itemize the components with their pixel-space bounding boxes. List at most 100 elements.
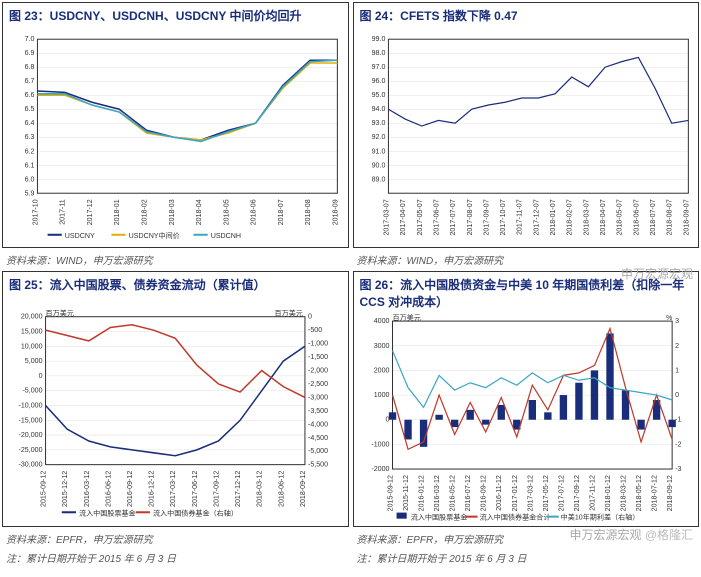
svg-text:96.0: 96.0 <box>371 77 385 85</box>
svg-text:5.9: 5.9 <box>25 189 35 197</box>
svg-text:6.5: 6.5 <box>25 105 35 113</box>
row2-footnotes: 资料来源：EPFR，申万宏源研究 注：累计日期开始于 2015 年 6 月 3 … <box>0 529 701 567</box>
svg-text:2017-12-07: 2017-12-07 <box>532 199 540 235</box>
source-25: 资料来源：EPFR，申万宏源研究 <box>0 529 351 548</box>
svg-text:2016-03-12: 2016-03-12 <box>83 471 91 507</box>
svg-text:2018-05-07: 2018-05-07 <box>615 199 623 235</box>
panel-24: 图 24：CFETS 指数下降 0.47 89.090.091.092.093.… <box>353 2 700 248</box>
svg-text:2016-09-12: 2016-09-12 <box>479 475 487 511</box>
svg-text:-25,000: -25,000 <box>19 446 43 454</box>
svg-text:2016-07-12: 2016-07-12 <box>464 475 472 511</box>
svg-text:2017-12: 2017-12 <box>86 199 94 225</box>
svg-text:1: 1 <box>675 367 679 375</box>
svg-text:USDCNY中间价: USDCNY中间价 <box>129 231 180 240</box>
svg-text:2017-03-12: 2017-03-12 <box>526 475 534 511</box>
svg-text:-30,000: -30,000 <box>19 461 43 469</box>
svg-text:2017-06-07: 2017-06-07 <box>432 199 440 235</box>
svg-text:2018-01-07: 2018-01-07 <box>549 199 557 235</box>
svg-text:百万美元: 百万美元 <box>46 309 74 318</box>
panel-26: 图 26：流入中国股债资金与中美 10 年期国债利差（扣除一年 CCS 对冲成本… <box>353 271 700 527</box>
svg-text:2018-03-12: 2018-03-12 <box>256 471 264 507</box>
svg-text:89.0: 89.0 <box>371 175 385 183</box>
svg-text:-3,000: -3,000 <box>308 393 328 401</box>
svg-text:2017-12-12: 2017-12-12 <box>234 471 242 507</box>
svg-text:6.2: 6.2 <box>25 147 35 155</box>
svg-text:2017-11-12: 2017-11-12 <box>588 475 596 511</box>
svg-text:流入中国股票基金: 流入中国股票基金 <box>79 508 136 517</box>
chart-24: 89.090.091.092.093.094.095.096.097.098.0… <box>354 28 699 247</box>
svg-text:2018-03: 2018-03 <box>168 199 176 225</box>
svg-text:2017-03-07: 2017-03-07 <box>382 199 390 235</box>
svg-text:6.6: 6.6 <box>25 91 35 99</box>
svg-text:2017-11-07: 2017-11-07 <box>515 199 523 235</box>
svg-text:2016-12-12: 2016-12-12 <box>148 471 156 507</box>
svg-text:93.0: 93.0 <box>371 119 385 127</box>
svg-text:流入中国股票基金: 流入中国股票基金 <box>410 513 467 522</box>
svg-text:-1000: -1000 <box>371 441 389 449</box>
svg-text:2015-09-12: 2015-09-12 <box>40 471 48 507</box>
svg-text:91.0: 91.0 <box>371 147 385 155</box>
panel-25-title: 图 25：流入中国股票、债券资金流动（累计值） <box>3 272 348 304</box>
svg-text:98.0: 98.0 <box>371 49 385 57</box>
svg-text:2017-11: 2017-11 <box>59 199 67 225</box>
chart-25: -30,000-25,000-20,000-15,000-10,000-5,00… <box>3 304 348 526</box>
svg-text:3: 3 <box>675 317 679 325</box>
svg-text:7.0: 7.0 <box>25 35 35 43</box>
svg-text:2018-09-12: 2018-09-12 <box>299 471 307 507</box>
svg-text:2018-03-12: 2018-03-12 <box>619 475 627 511</box>
note-26: 注：累计日期开始于 2015 年 6 月 3 日 <box>351 548 701 567</box>
note-25: 注：累计日期开始于 2015 年 6 月 3 日 <box>0 548 351 567</box>
svg-text:-2: -2 <box>675 441 681 449</box>
svg-text:6.0: 6.0 <box>25 175 35 183</box>
svg-text:2015-11-12: 2015-11-12 <box>402 475 410 511</box>
svg-text:2016-09-12: 2016-09-12 <box>126 471 134 507</box>
chart-23: 5.96.06.16.26.36.46.56.66.76.86.97.02017… <box>3 28 348 247</box>
svg-text:百万美元: 百万美元 <box>275 309 303 318</box>
svg-text:2017-07-07: 2017-07-07 <box>449 199 457 235</box>
svg-text:2018-08-07: 2018-08-07 <box>665 199 673 235</box>
svg-text:2018-06-07: 2018-06-07 <box>632 199 640 235</box>
svg-text:2018-02-07: 2018-02-07 <box>565 199 573 235</box>
svg-text:2018-02: 2018-02 <box>141 199 149 225</box>
svg-text:2016-01-12: 2016-01-12 <box>417 475 425 511</box>
svg-text:2017-03-12: 2017-03-12 <box>169 471 177 507</box>
svg-text:%: % <box>666 314 673 322</box>
svg-text:2017-05-12: 2017-05-12 <box>541 475 549 511</box>
panel-26-title: 图 26：流入中国股债资金与中美 10 年期国债利差（扣除一年 CCS 对冲成本… <box>354 272 699 313</box>
svg-text:2018-04: 2018-04 <box>195 199 203 225</box>
svg-text:94.0: 94.0 <box>371 105 385 113</box>
svg-text:2018-03-07: 2018-03-07 <box>582 199 590 235</box>
svg-text:1000: 1000 <box>373 391 389 399</box>
svg-text:流入中国债券基金合计: 流入中国债券基金合计 <box>479 513 550 522</box>
panel-25: 图 25：流入中国股票、债券资金流动（累计值） -30,000-25,000-2… <box>2 271 349 527</box>
svg-text:2017-06-12: 2017-06-12 <box>191 471 199 507</box>
svg-text:2018-09-12: 2018-09-12 <box>666 475 674 511</box>
svg-text:流入中国债券基金（右轴）: 流入中国债券基金（右轴） <box>153 508 238 517</box>
svg-text:2018-05-12: 2018-05-12 <box>635 475 643 511</box>
svg-text:2017-01-12: 2017-01-12 <box>510 475 518 511</box>
svg-text:99.0: 99.0 <box>371 35 385 43</box>
svg-text:95.0: 95.0 <box>371 91 385 99</box>
svg-text:2017-10: 2017-10 <box>31 199 39 225</box>
svg-text:2018-07: 2018-07 <box>277 199 285 225</box>
svg-text:2018-07-12: 2018-07-12 <box>650 475 658 511</box>
svg-text:USDCNH: USDCNH <box>211 232 241 240</box>
svg-text:6.1: 6.1 <box>25 161 35 169</box>
svg-text:2017-09-07: 2017-09-07 <box>482 199 490 235</box>
panel-23-title: 图 23：USDCNY、USDCNH、USDCNY 中间价均回升 <box>3 3 348 28</box>
svg-text:0: 0 <box>39 372 43 380</box>
svg-text:2018-01: 2018-01 <box>113 199 121 225</box>
svg-text:2017-10-07: 2017-10-07 <box>499 199 507 235</box>
svg-text:0: 0 <box>308 313 312 321</box>
row1-footnotes: 资料来源：WIND，申万宏源研究 资料来源：WIND，申万宏源研究 <box>0 250 701 269</box>
svg-text:2017-08-07: 2017-08-07 <box>465 199 473 235</box>
svg-text:2015-09-12: 2015-09-12 <box>386 475 394 511</box>
svg-text:97.0: 97.0 <box>371 63 385 71</box>
svg-text:2016-05-12: 2016-05-12 <box>448 475 456 511</box>
svg-text:-1: -1 <box>675 416 681 424</box>
svg-text:2015-12-12: 2015-12-12 <box>61 471 69 507</box>
svg-text:6.3: 6.3 <box>25 133 35 141</box>
svg-text:2016-03-12: 2016-03-12 <box>433 475 441 511</box>
svg-text:6.4: 6.4 <box>25 119 35 127</box>
svg-text:2017-04-07: 2017-04-07 <box>399 199 407 235</box>
